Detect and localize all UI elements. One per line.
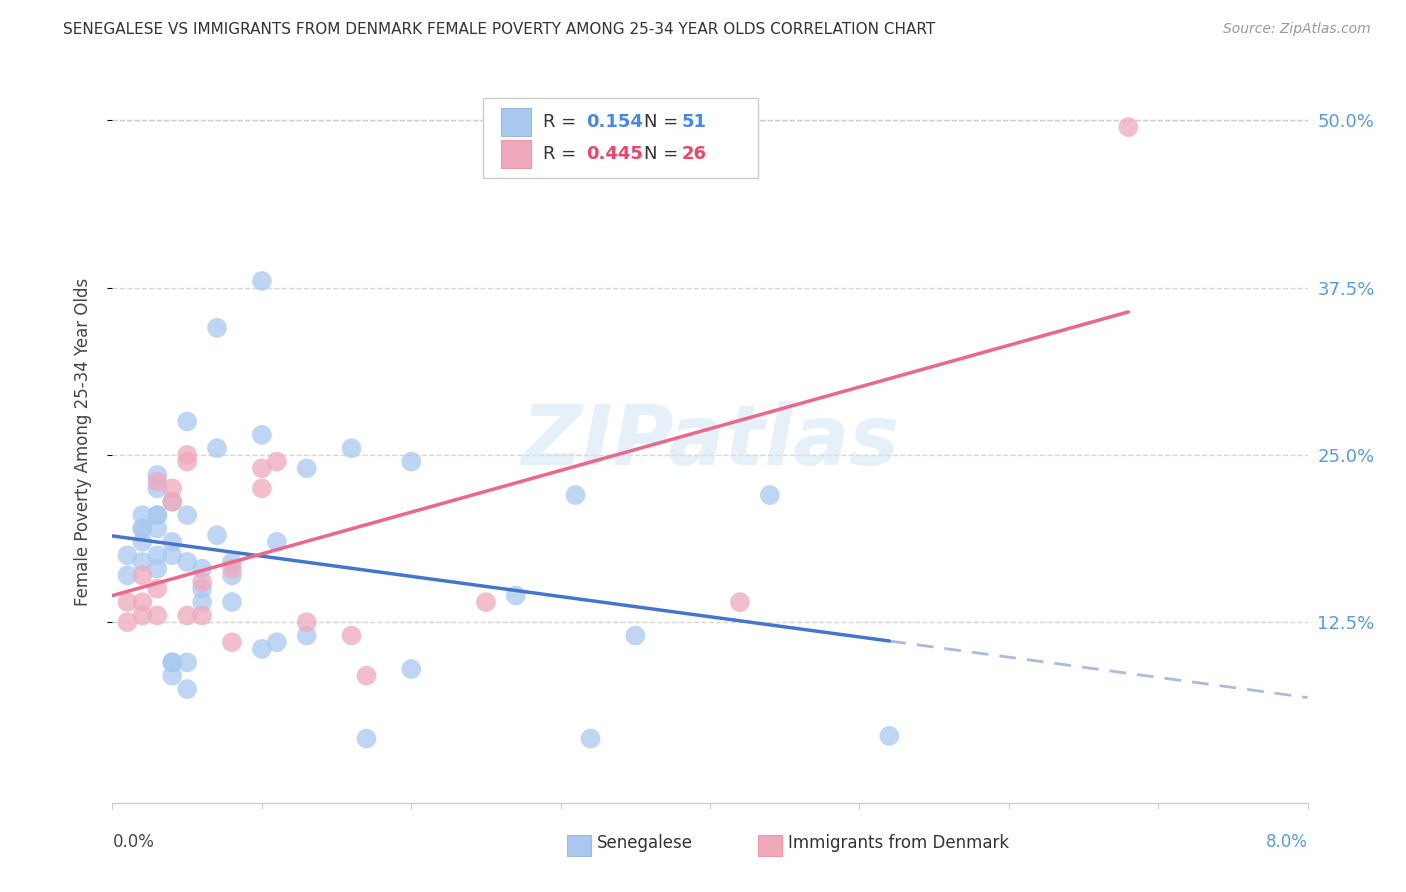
Point [146,582,169,596]
Point [176,555,198,569]
Text: Immigrants from Denmark: Immigrants from Denmark [787,833,1010,852]
Point [131,608,153,623]
Point [146,475,169,489]
Point [176,448,198,462]
Point [340,628,363,642]
FancyBboxPatch shape [501,109,531,136]
FancyBboxPatch shape [567,835,591,855]
FancyBboxPatch shape [501,140,531,168]
Point [579,731,602,746]
Point [146,548,169,563]
Point [146,467,169,482]
Point [205,528,228,542]
Point [221,595,243,609]
Point [250,274,273,288]
Point [250,642,273,657]
Point [250,428,273,442]
Point [117,568,139,582]
Point [221,568,243,582]
Point [162,655,183,669]
Point [176,682,198,697]
Point [176,455,198,469]
Point [162,494,183,508]
Point [176,508,198,523]
Y-axis label: Female Poverty Among 25-34 Year Olds: Female Poverty Among 25-34 Year Olds [73,277,91,606]
Point [250,461,273,475]
Text: N =: N = [644,145,685,163]
Point [475,595,498,609]
Point [146,482,169,496]
Point [295,615,318,630]
Point [759,488,782,502]
Point [131,521,153,535]
Point [162,655,183,669]
Text: Source: ZipAtlas.com: Source: ZipAtlas.com [1223,22,1371,37]
Text: N =: N = [644,113,685,131]
Point [131,555,153,569]
Point [295,628,318,642]
Text: Senegalese: Senegalese [596,833,693,852]
Text: SENEGALESE VS IMMIGRANTS FROM DENMARK FEMALE POVERTY AMONG 25-34 YEAR OLDS CORRE: SENEGALESE VS IMMIGRANTS FROM DENMARK FE… [63,22,935,37]
Point [146,521,169,535]
Text: 0.154: 0.154 [586,113,643,131]
Point [295,461,318,475]
Point [191,595,214,609]
Point [1118,120,1140,135]
Point [117,595,139,609]
FancyBboxPatch shape [758,835,782,855]
Point [162,535,183,549]
Point [356,731,378,746]
Point [205,321,228,335]
Point [191,608,214,623]
FancyBboxPatch shape [484,98,758,178]
Point [131,521,153,535]
Point [266,635,288,649]
Point [221,635,243,649]
Point [146,508,169,523]
Point [162,669,183,683]
Point [162,548,183,563]
Point [401,455,423,469]
Point [162,494,183,508]
Text: R =: R = [543,113,582,131]
Point [146,508,169,523]
Point [356,669,378,683]
Text: 8.0%: 8.0% [1265,833,1308,851]
Point [266,535,288,549]
Point [131,595,153,609]
Point [191,582,214,596]
Point [221,562,243,576]
Point [117,548,139,563]
Point [131,508,153,523]
Point [401,662,423,676]
Point [131,535,153,549]
Point [728,595,751,609]
Point [340,442,363,455]
Text: 51: 51 [682,113,706,131]
Text: 0.445: 0.445 [586,145,643,163]
Point [877,729,901,743]
Point [176,655,198,669]
Point [205,442,228,455]
Point [176,414,198,428]
Point [176,608,198,623]
Point [624,628,647,642]
Text: R =: R = [543,145,582,163]
Point [266,455,288,469]
Point [191,562,214,576]
Point [191,575,214,590]
Point [131,568,153,582]
Point [221,555,243,569]
Text: ZIPatlas: ZIPatlas [522,401,898,482]
Point [117,615,139,630]
Text: 26: 26 [682,145,706,163]
Text: 0.0%: 0.0% [112,833,155,851]
Point [146,562,169,576]
Point [250,482,273,496]
Point [162,482,183,496]
Point [564,488,586,502]
Point [146,608,169,623]
Point [505,589,527,603]
